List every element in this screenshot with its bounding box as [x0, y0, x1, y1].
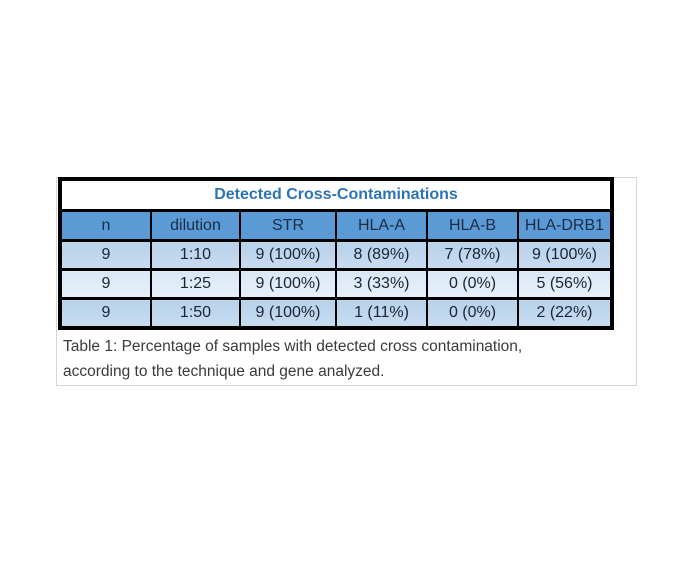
cell-dilution: 1:50	[150, 297, 241, 330]
table-caption: Table 1: Percentage of samples with dete…	[58, 334, 637, 384]
col-header-hla-b: HLA-B	[426, 209, 519, 242]
cell-dilution: 1:25	[150, 268, 241, 300]
cell-dilution: 1:10	[150, 239, 241, 271]
cell-n: 9	[59, 239, 152, 271]
cell-hla-drb1: 5 (56%)	[517, 268, 613, 300]
cell-hla-b: 0 (0%)	[426, 297, 519, 330]
table-title: Detected Cross-Contaminations	[59, 177, 613, 212]
header-row: n dilution STR HLA-A HLA-B HLA-DRB1	[59, 209, 613, 242]
caption-line-2: according to the technique and gene anal…	[63, 363, 385, 380]
table-row: 9 1:10 9 (100%) 8 (89%) 7 (78%) 9 (100%)	[59, 239, 613, 271]
cell-hla-drb1: 9 (100%)	[517, 239, 613, 271]
col-header-hla-a: HLA-A	[335, 209, 428, 242]
col-header-n: n	[59, 209, 152, 242]
cross-contamination-table: Detected Cross-Contaminations n dilution…	[58, 177, 614, 330]
cell-n: 9	[59, 268, 152, 300]
table-row: 9 1:25 9 (100%) 3 (33%) 0 (0%) 5 (56%)	[59, 268, 613, 300]
title-row: Detected Cross-Contaminations	[59, 177, 613, 212]
cell-hla-a: 8 (89%)	[335, 239, 428, 271]
col-header-str: STR	[239, 209, 337, 242]
col-header-dilution: dilution	[150, 209, 241, 242]
cell-hla-a: 1 (11%)	[335, 297, 428, 330]
caption-line-1: Table 1: Percentage of samples with dete…	[63, 338, 523, 355]
table-row: 9 1:50 9 (100%) 1 (11%) 0 (0%) 2 (22%)	[59, 297, 613, 330]
cell-str: 9 (100%)	[239, 297, 337, 330]
cell-str: 9 (100%)	[239, 239, 337, 271]
col-header-hla-drb1: HLA-DRB1	[517, 209, 613, 242]
cell-hla-b: 0 (0%)	[426, 268, 519, 300]
cell-hla-a: 3 (33%)	[335, 268, 428, 300]
cell-n: 9	[59, 297, 152, 330]
cell-hla-b: 7 (78%)	[426, 239, 519, 271]
cell-str: 9 (100%)	[239, 268, 337, 300]
cell-hla-drb1: 2 (22%)	[517, 297, 613, 330]
